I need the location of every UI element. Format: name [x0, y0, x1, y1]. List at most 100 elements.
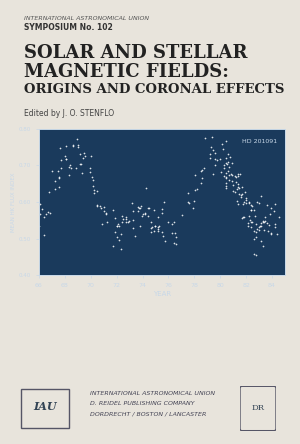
Point — [80, 170, 85, 177]
Point — [226, 167, 230, 174]
Point — [94, 202, 99, 210]
Point — [131, 224, 136, 231]
Point — [274, 230, 279, 237]
Point — [149, 223, 154, 230]
Point — [95, 202, 100, 209]
Point — [64, 156, 69, 163]
Point — [53, 178, 58, 185]
Point — [272, 208, 277, 215]
Point — [88, 152, 93, 159]
Point — [110, 206, 115, 213]
Point — [98, 203, 103, 210]
Point — [66, 171, 71, 178]
Point — [156, 222, 161, 230]
Point — [238, 191, 243, 198]
Point — [236, 185, 241, 192]
Point — [82, 152, 87, 159]
Point — [222, 162, 226, 169]
Point — [258, 223, 262, 230]
Point — [226, 150, 230, 157]
Point — [148, 228, 153, 235]
Point — [63, 153, 68, 160]
Point — [52, 185, 57, 192]
Point — [100, 220, 105, 227]
Point — [234, 178, 239, 185]
Point — [193, 171, 197, 178]
Point — [248, 206, 253, 214]
Point — [210, 134, 214, 141]
Point — [224, 175, 229, 182]
Point — [246, 222, 251, 229]
Point — [243, 189, 248, 196]
Point — [277, 214, 281, 221]
Point — [68, 165, 73, 172]
Point — [98, 205, 103, 212]
Point — [263, 213, 268, 220]
Point — [76, 143, 81, 151]
Point — [70, 142, 75, 149]
Point — [153, 223, 158, 230]
Point — [248, 217, 252, 224]
Point — [75, 142, 80, 149]
Point — [58, 145, 62, 152]
Point — [193, 186, 197, 194]
Point — [81, 149, 86, 156]
Point — [114, 222, 119, 230]
Text: DORDRECHT / BOSTON / LANCASTER: DORDRECHT / BOSTON / LANCASTER — [90, 411, 206, 416]
Point — [229, 171, 233, 178]
Point — [136, 203, 141, 210]
Point — [124, 214, 128, 221]
Point — [67, 163, 72, 170]
Point — [212, 162, 217, 169]
Point — [262, 218, 267, 226]
Point — [42, 214, 46, 221]
Point — [152, 206, 157, 214]
Point — [75, 136, 80, 143]
Point — [126, 218, 130, 225]
Point — [57, 174, 62, 181]
Point — [231, 187, 236, 194]
Point — [43, 210, 48, 218]
Point — [113, 229, 118, 236]
Point — [257, 223, 262, 230]
Point — [119, 213, 124, 220]
Point — [130, 200, 134, 207]
Point — [220, 146, 225, 153]
Point — [236, 181, 241, 188]
Point — [169, 221, 174, 228]
Point — [258, 237, 263, 244]
Point — [117, 222, 122, 229]
Point — [195, 186, 200, 193]
Point — [243, 194, 248, 201]
Point — [238, 170, 242, 177]
Point — [124, 215, 129, 222]
Point — [56, 183, 61, 190]
Point — [222, 172, 226, 179]
Point — [239, 191, 244, 198]
Point — [203, 134, 208, 141]
Point — [102, 207, 107, 214]
Point — [233, 174, 238, 181]
Point — [56, 174, 61, 181]
Point — [268, 210, 273, 218]
Point — [212, 156, 217, 163]
Point — [131, 207, 136, 214]
Point — [239, 194, 244, 201]
Point — [269, 230, 274, 238]
Point — [224, 160, 229, 167]
Point — [254, 233, 258, 240]
Point — [144, 185, 149, 192]
Point — [152, 222, 157, 229]
Point — [87, 168, 92, 175]
Point — [226, 159, 230, 166]
Point — [111, 243, 116, 250]
Point — [227, 153, 232, 160]
Point — [92, 190, 97, 197]
Point — [113, 214, 118, 222]
Point — [92, 186, 97, 193]
Point — [59, 157, 64, 164]
Point — [236, 172, 241, 179]
Point — [251, 206, 256, 214]
Text: D. REIDEL PUBLISHING COMPANY: D. REIDEL PUBLISHING COMPANY — [90, 401, 194, 406]
Point — [237, 190, 242, 197]
